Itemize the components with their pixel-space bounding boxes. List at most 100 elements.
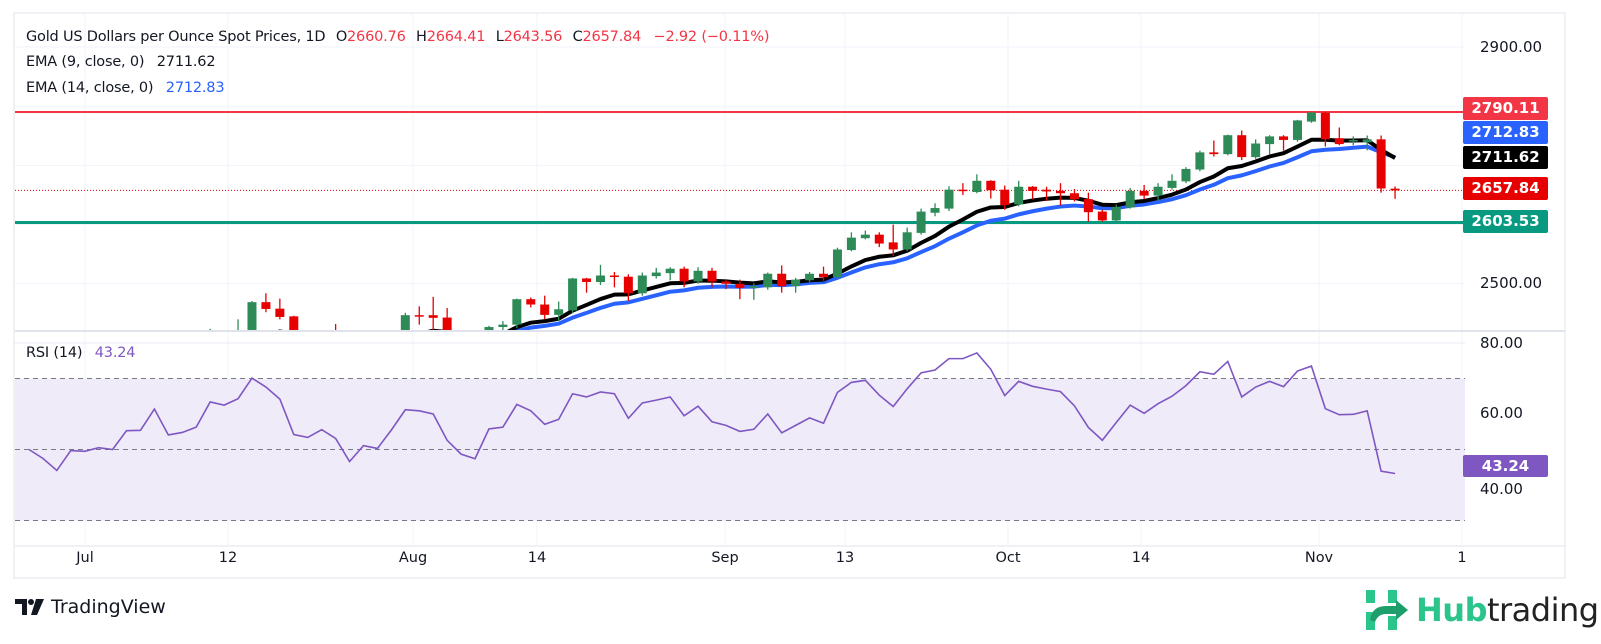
- candle: [665, 267, 675, 281]
- ema9-line: [277, 137, 1397, 330]
- candle: [568, 277, 578, 314]
- candle-body: [1279, 136, 1289, 140]
- candle-body: [1334, 138, 1344, 145]
- candle: [1223, 134, 1233, 156]
- candle-body: [1362, 139, 1372, 143]
- hubtrading-wordmark-trading: trading: [1486, 591, 1599, 629]
- candle-body: [860, 234, 870, 239]
- candle-body: [888, 242, 898, 250]
- candle: [902, 227, 912, 252]
- tradingview-wordmark: TradingView: [51, 596, 166, 618]
- ema14-legend[interactable]: EMA (14, close, 0) 2712.83: [26, 79, 226, 97]
- candle: [1306, 112, 1316, 123]
- candle-body: [1390, 188, 1400, 191]
- candle-body: [220, 334, 229, 336]
- candle: [554, 301, 564, 322]
- candle: [1153, 183, 1163, 201]
- candle: [986, 180, 996, 199]
- candle-body: [930, 208, 940, 213]
- candle-body: [944, 189, 954, 209]
- candle-body: [1167, 180, 1177, 188]
- candle: [1348, 136, 1358, 146]
- candle-body: [805, 273, 815, 281]
- candle: [651, 267, 661, 279]
- candle-body: [233, 329, 243, 330]
- candle-body: [400, 315, 410, 330]
- time-tick-label: Aug: [398, 550, 428, 566]
- rsi-legend[interactable]: RSI (14) 43.24: [26, 344, 137, 362]
- candle-body: [164, 348, 173, 368]
- candle: [289, 315, 299, 330]
- candle-body: [819, 273, 829, 278]
- candle: [1056, 183, 1065, 206]
- candle-body: [679, 268, 689, 282]
- candle-body: [373, 351, 382, 353]
- candle: [1139, 184, 1149, 200]
- candle-body: [1083, 199, 1093, 213]
- candle: [1167, 174, 1177, 190]
- candle-body: [1000, 189, 1010, 206]
- candle-body: [178, 364, 187, 367]
- candle: [1334, 127, 1344, 146]
- candle: [498, 321, 508, 330]
- candle: [1251, 139, 1261, 159]
- candle-body: [846, 237, 856, 251]
- candle: [609, 271, 619, 288]
- rsi-pane[interactable]: [15, 351, 1465, 521]
- low-value: 2643.56: [503, 29, 563, 45]
- high-label: H: [416, 29, 427, 45]
- candle-body: [192, 360, 201, 364]
- candle: [303, 336, 312, 353]
- candle-body: [1028, 186, 1038, 191]
- candle: [582, 277, 592, 293]
- tradingview-logo[interactable]: TradingView: [15, 596, 166, 618]
- candle-body: [735, 283, 745, 288]
- candle: [150, 347, 159, 371]
- hubtrading-icon: [1366, 590, 1408, 630]
- candle: [1042, 186, 1052, 201]
- time-tick-label: Jul: [76, 550, 94, 566]
- candle: [1083, 192, 1093, 222]
- price-pane[interactable]: [11, 111, 1466, 406]
- candle-body: [1125, 190, 1135, 208]
- candle-body: [1056, 190, 1065, 194]
- candle: [345, 343, 354, 371]
- candle: [373, 347, 382, 358]
- ema9-value: 2711.62: [156, 54, 216, 70]
- candle-body: [1223, 135, 1233, 155]
- candle-body: [1195, 152, 1205, 170]
- price-tick-label: 2500.00: [1480, 274, 1543, 292]
- candle-body: [623, 276, 633, 294]
- rsi-value-badge: 43.24: [1463, 455, 1548, 477]
- low-label: L: [495, 29, 504, 45]
- candle-body: [1069, 193, 1079, 200]
- ema9-legend[interactable]: EMA (9, close, 0) 2711.62: [26, 53, 217, 71]
- candle: [209, 328, 211, 330]
- candle: [428, 296, 438, 330]
- ema9-price-badge: 2711.62: [1463, 146, 1548, 169]
- candle-body: [1376, 139, 1386, 189]
- time-tick-label: Sep: [711, 550, 739, 566]
- candle: [220, 332, 229, 346]
- candle-body: [972, 180, 982, 193]
- candle: [317, 337, 326, 352]
- candle: [1014, 180, 1024, 207]
- candle-body: [902, 232, 912, 250]
- rsi-value: 43.24: [94, 345, 136, 361]
- change-value: −2.92 (−0.11%): [653, 29, 770, 45]
- candle-body: [637, 275, 647, 294]
- candle: [275, 298, 285, 320]
- candle-body: [1139, 190, 1149, 196]
- candle: [749, 283, 759, 300]
- candle-body: [317, 338, 326, 346]
- candle: [958, 183, 968, 195]
- candle-body: [289, 316, 299, 330]
- hubtrading-wordmark-hub: Hub: [1416, 591, 1487, 629]
- candle: [457, 331, 466, 352]
- close-value: 2657.84: [582, 29, 642, 45]
- candle: [512, 298, 522, 329]
- candle: [1125, 187, 1135, 209]
- candle-body: [958, 189, 968, 192]
- candle: [735, 279, 745, 300]
